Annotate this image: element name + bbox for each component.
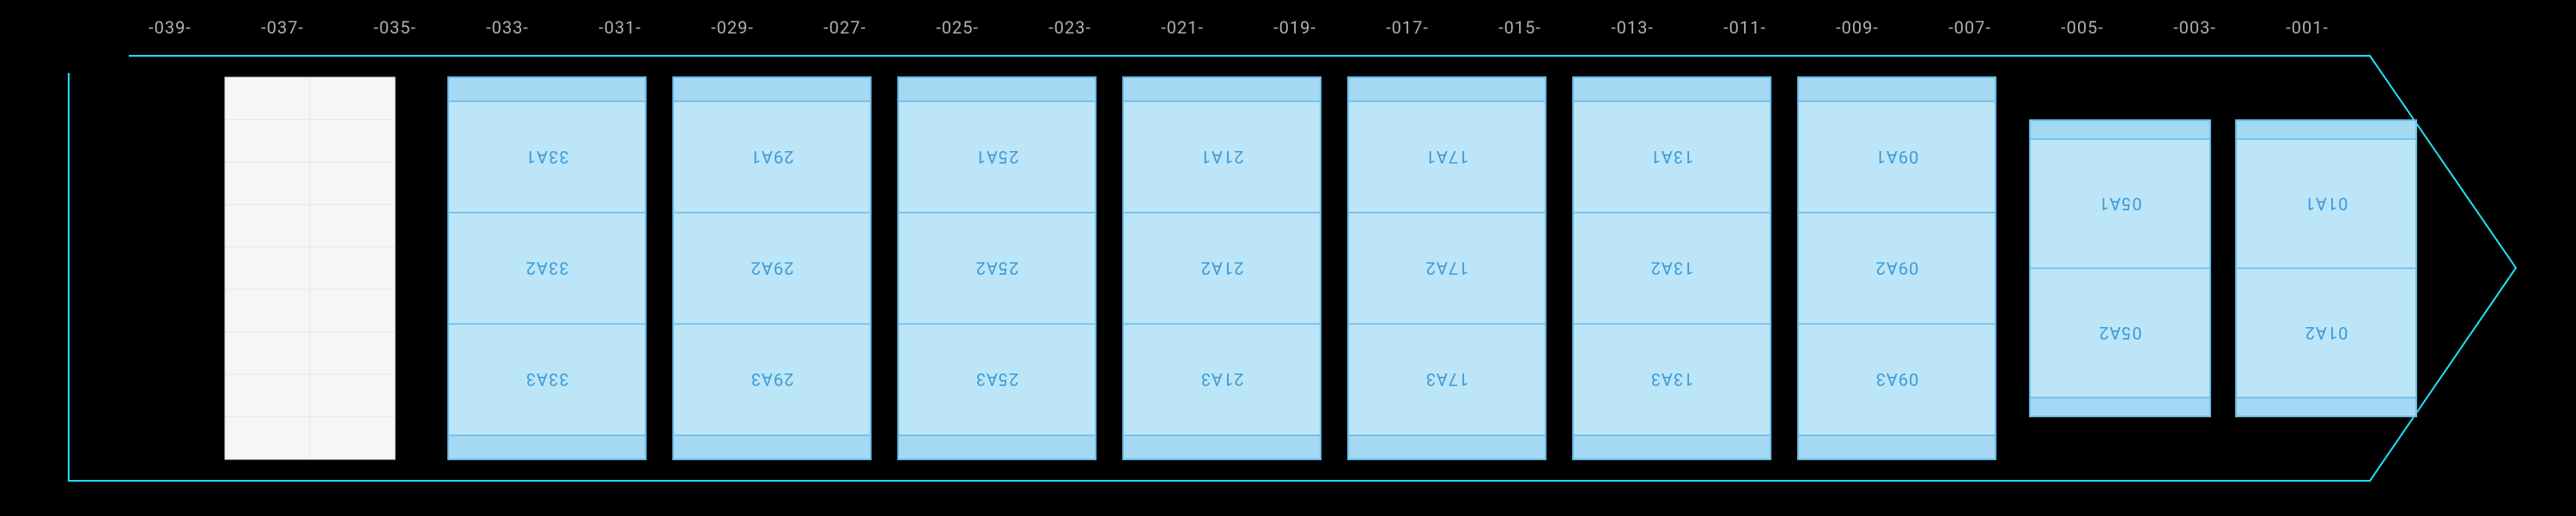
- bay-cell-label: 13A2: [1650, 258, 1694, 279]
- axis-label-039: -039-: [149, 17, 191, 38]
- stern-cell: [225, 374, 310, 416]
- stern-cell: [225, 289, 310, 331]
- axis-label-019: -019-: [1273, 17, 1316, 38]
- bay-cell-label: 29A3: [750, 369, 794, 390]
- stern-grid: [225, 77, 395, 459]
- bay-cell-label: 09A1: [1875, 147, 1919, 167]
- bay-cell-label: 21A3: [1200, 369, 1244, 390]
- bay-cell-label: 29A2: [750, 258, 794, 279]
- stern-cell: [225, 119, 310, 161]
- bay-footer: [1348, 435, 1546, 459]
- bay-footer: [1798, 435, 1996, 459]
- axis-label-003: -003-: [2173, 17, 2216, 38]
- bay-header: [1798, 77, 1996, 101]
- stern-cell: [310, 332, 395, 374]
- bay-17[interactable]: 17A1 17A2 17A3: [1348, 77, 1546, 459]
- bay-footer: [898, 435, 1096, 459]
- bay-21[interactable]: 21A1 21A2 21A3: [1123, 77, 1321, 459]
- ship-plan-svg: 33A1 33A2 33A3 29A1 29A2 29A3 25A1 25A2 25A3 21A1…: [0, 0, 2576, 516]
- axis-label-013: -013-: [1611, 17, 1654, 38]
- stern-cell: [310, 247, 395, 289]
- stern-cell: [310, 289, 395, 331]
- stern-cell: [310, 374, 395, 416]
- axis-label-015: -015-: [1498, 17, 1541, 38]
- bay-cell-label: 09A2: [1875, 258, 1919, 279]
- bay-footer: [1123, 435, 1321, 459]
- bay-cell-label: 01A1: [2305, 193, 2348, 214]
- axis-label-011: -011-: [1723, 17, 1766, 38]
- bay-cell-label: 33A2: [526, 258, 569, 279]
- bay-header: [2236, 120, 2416, 139]
- stern-cell: [310, 77, 395, 119]
- bay-cell-label: 13A1: [1650, 147, 1694, 167]
- bay-header: [448, 77, 646, 101]
- bay-header: [1573, 77, 1771, 101]
- stern-cell: [225, 204, 310, 246]
- axis-label-007: -007-: [1948, 17, 1991, 38]
- axis-label-017: -017-: [1386, 17, 1429, 38]
- bay-cell-label: 05A1: [2099, 193, 2142, 214]
- bay-footer: [2236, 398, 2416, 416]
- bay-13[interactable]: 13A1 13A2 13A3: [1573, 77, 1771, 459]
- bay-header: [1348, 77, 1546, 101]
- axis-label-009: -009-: [1836, 17, 1879, 38]
- bay-cell-label: 13A3: [1650, 369, 1694, 390]
- bay-05[interactable]: 05A1 05A2: [2030, 120, 2210, 416]
- bay-cell-label: 29A1: [750, 147, 794, 167]
- axis-label-033: -033-: [486, 17, 529, 38]
- bay-footer: [448, 435, 646, 459]
- bay-header: [673, 77, 871, 101]
- bay-cell-label: 25A1: [975, 147, 1019, 167]
- bay-header: [898, 77, 1096, 101]
- bay-cell-label: 33A1: [526, 147, 569, 167]
- bay-cell-label: 05A2: [2099, 323, 2142, 343]
- bay-01[interactable]: 01A1 01A2: [2236, 120, 2416, 416]
- stern-cell: [225, 162, 310, 204]
- axis-label-029: -029-: [711, 17, 754, 38]
- axis-label-037: -037-: [261, 17, 304, 38]
- bay-29[interactable]: 29A1 29A2 29A3: [673, 77, 871, 459]
- axis-label-025: -025-: [936, 17, 979, 38]
- bay-cell-label: 25A3: [975, 369, 1019, 390]
- bay-footer: [673, 435, 871, 459]
- bay-09[interactable]: 09A1 09A2 09A3: [1798, 77, 1996, 459]
- bay-cell-label: 17A3: [1425, 369, 1469, 390]
- bay-cell-label: 33A3: [526, 369, 569, 390]
- bay-cell-label: 25A2: [975, 258, 1019, 279]
- bay-footer: [1573, 435, 1771, 459]
- axis-label-031: -031-: [598, 17, 641, 38]
- stern-cell: [225, 417, 310, 459]
- bay-cell-label: 17A1: [1425, 147, 1469, 167]
- bay-cell-label: 09A3: [1875, 369, 1919, 390]
- stern-cell: [310, 204, 395, 246]
- axis-label-005: -005-: [2061, 17, 2104, 38]
- bay-header: [2030, 120, 2210, 139]
- axis-label-035: -035-: [374, 17, 416, 38]
- bay-cell-label: 01A2: [2305, 323, 2348, 343]
- stern-cell: [225, 332, 310, 374]
- axis-label-027: -027-: [823, 17, 866, 38]
- bay-cell-label: 21A1: [1200, 147, 1244, 167]
- bay-cell-label: 17A2: [1425, 258, 1469, 279]
- bay-header: [1123, 77, 1321, 101]
- axis-label-001: -001-: [2286, 17, 2329, 38]
- stern-cell: [225, 77, 310, 119]
- stern-cell: [225, 247, 310, 289]
- bay-33[interactable]: 33A1 33A2 33A3: [448, 77, 646, 459]
- stern-cell: [310, 162, 395, 204]
- bay-footer: [2030, 398, 2210, 416]
- axis-label-021: -021-: [1161, 17, 1204, 38]
- axis-label-023: -023-: [1048, 17, 1091, 38]
- stern-cell: [310, 119, 395, 161]
- bay-25[interactable]: 25A1 25A2 25A3: [898, 77, 1096, 459]
- bay-cell-label: 21A2: [1200, 258, 1244, 279]
- stern-cell: [310, 417, 395, 459]
